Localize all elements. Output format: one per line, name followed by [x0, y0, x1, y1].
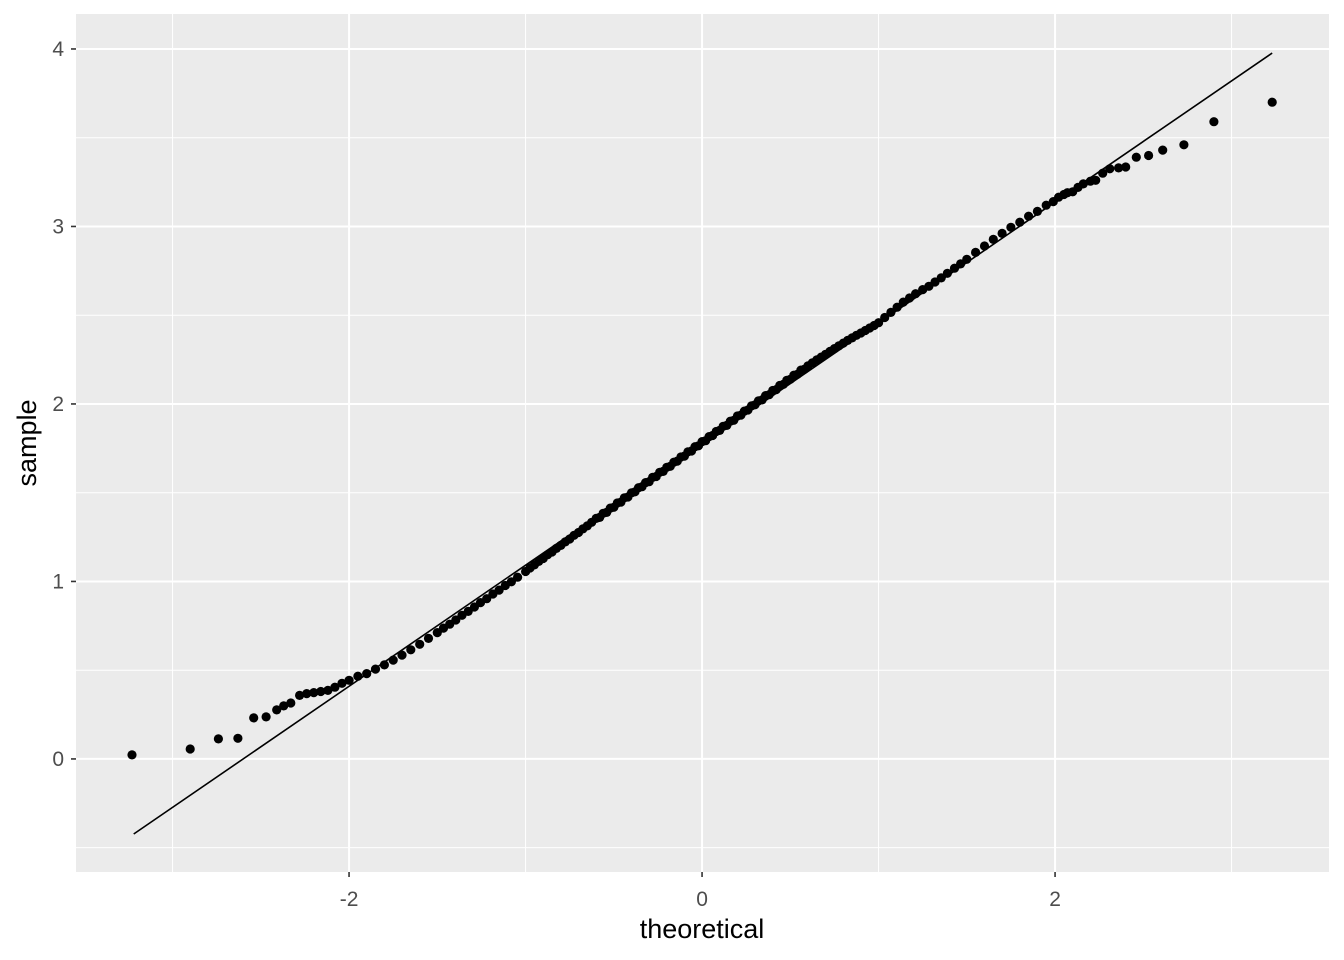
data-point [1105, 164, 1115, 174]
data-point [415, 639, 425, 649]
data-point [370, 664, 381, 674]
x-tick-label: 2 [1049, 888, 1061, 911]
x-axis-ticks [348, 872, 1056, 877]
data-point [988, 234, 998, 244]
data-point [344, 675, 354, 685]
y-tick-label: 4 [52, 38, 64, 61]
data-point [286, 698, 296, 708]
data-point [1209, 117, 1219, 127]
data-point [272, 705, 282, 715]
data-point [971, 247, 981, 257]
data-point [1098, 168, 1108, 178]
data-point [942, 268, 953, 278]
x-tick-label: 0 [696, 888, 708, 911]
data-point [397, 650, 407, 660]
data-point [874, 318, 884, 328]
data-point [1179, 140, 1189, 150]
data-point [979, 241, 990, 251]
data-point [1006, 222, 1016, 232]
data-point [261, 712, 271, 722]
data-point [880, 312, 890, 323]
data-point [1015, 217, 1025, 227]
data-point [323, 685, 333, 696]
data-point [513, 572, 523, 582]
data-point [1024, 211, 1034, 221]
data-point [1078, 179, 1088, 189]
x-axis-title: theoretical [640, 914, 765, 944]
data-point [1114, 163, 1124, 173]
data-point [279, 701, 289, 711]
data-point [295, 690, 305, 701]
data-point [379, 660, 389, 670]
data-point [1041, 200, 1051, 210]
x-tick-label: -2 [340, 888, 359, 911]
data-point [213, 734, 223, 744]
y-tick-label: 2 [52, 393, 64, 416]
data-point [353, 671, 363, 681]
data-point [249, 713, 259, 723]
data-point [1131, 152, 1141, 162]
data-point [388, 655, 398, 665]
data-point [1121, 162, 1131, 172]
y-axis-ticks [71, 48, 76, 760]
data-point [1144, 150, 1154, 161]
data-point [892, 302, 902, 312]
data-point [233, 733, 243, 743]
y-tick-label: 3 [52, 215, 64, 238]
y-axis-title: sample [12, 399, 42, 486]
data-point [406, 645, 416, 655]
qq-points [127, 97, 1277, 760]
data-point [911, 289, 921, 299]
data-point [962, 254, 972, 264]
data-point [886, 307, 896, 317]
data-point [302, 689, 312, 699]
x-axis-tick-labels: -2 0 2 [340, 888, 1061, 911]
y-axis-tick-labels: 0 1 2 3 4 [52, 38, 64, 771]
data-point [1091, 175, 1101, 185]
data-point [362, 669, 372, 679]
data-point [127, 750, 137, 760]
data-point [1032, 206, 1042, 216]
data-point [330, 682, 340, 692]
y-tick-label: 1 [52, 570, 64, 593]
data-point [997, 228, 1007, 238]
data-point [309, 688, 319, 698]
data-point [423, 633, 434, 644]
y-tick-label: 0 [52, 748, 64, 771]
data-point [337, 678, 347, 688]
data-point [1158, 145, 1168, 155]
data-point [316, 686, 326, 697]
data-point [185, 744, 195, 754]
data-point [1267, 97, 1277, 107]
